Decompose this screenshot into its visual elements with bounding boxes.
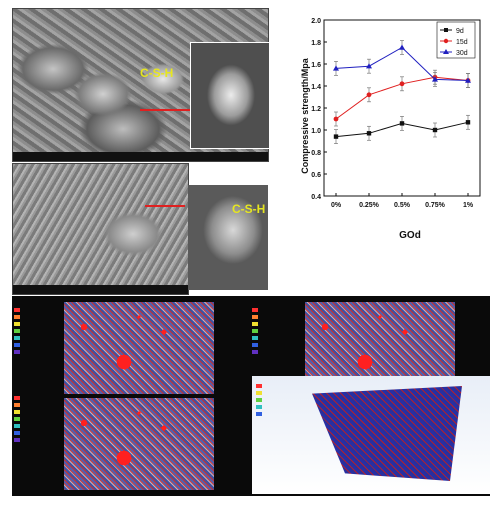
legend-marker-30d — [443, 49, 449, 54]
sem-info-bar — [13, 152, 268, 161]
color-legend — [252, 308, 274, 357]
x-tick-label: 0.25% — [359, 202, 380, 209]
ct-slice-3 — [64, 398, 214, 490]
y-tick-label: 1.0 — [311, 128, 321, 135]
ct-scan-panel — [12, 296, 490, 496]
x-tick-label: 0.75% — [425, 202, 446, 209]
y-tick-label: 1.6 — [311, 62, 321, 69]
data-point-15d — [399, 81, 405, 87]
color-legend — [14, 396, 36, 445]
x-tick-label: 0.5% — [394, 202, 411, 209]
data-point-30d — [399, 44, 405, 50]
ct-slice-1 — [64, 302, 214, 394]
legend-label-30d: 30d — [456, 50, 468, 57]
sem-image-bottom — [12, 163, 189, 295]
sem-inset-top — [190, 42, 270, 149]
ct-volume — [312, 386, 462, 481]
pointer-line-top — [140, 109, 192, 111]
x-tick-label: 1% — [463, 202, 474, 209]
data-point-30d — [366, 63, 372, 69]
data-point-15d — [366, 92, 372, 98]
data-point-30d — [465, 77, 471, 83]
y-tick-label: 1.2 — [311, 106, 321, 113]
data-point-30d — [333, 65, 339, 71]
y-tick-label: 0.8 — [311, 150, 321, 157]
legend-label-15d: 15d — [456, 39, 468, 46]
plot-area: 0.4 0.6 0.8 1.0 1.2 1.4 1.6 1.8 2.0 0% 0.25% 0.5% 0.… — [311, 18, 481, 209]
data-point-9d — [432, 127, 438, 133]
color-legend — [256, 384, 278, 419]
y-tick-label: 2.0 — [311, 18, 321, 25]
sem-info-bar — [13, 285, 188, 294]
strength-chart: Compressive strength/Mpa GOd 0.4 0.6 0.8 1.… — [298, 8, 490, 243]
data-point-9d — [333, 134, 339, 139]
y-tick-label: 0.4 — [311, 194, 321, 201]
color-legend — [14, 308, 36, 357]
x-axis-label: GOd — [399, 230, 421, 241]
chart-svg: Compressive strength/Mpa GOd 0.4 0.6 0.8 1.… — [300, 18, 481, 241]
legend-marker-9d — [444, 28, 448, 32]
legend-label-9d: 9d — [456, 28, 464, 35]
csh-label-top: C-S-H — [140, 66, 174, 80]
pointer-line-bottom — [145, 205, 185, 207]
sem-inset-bottom — [188, 185, 268, 290]
data-point-9d — [366, 131, 372, 136]
csh-label-bottom: C-S-H — [232, 202, 266, 216]
data-point-9d — [465, 120, 471, 125]
y-axis-label: Compressive strength/Mpa — [300, 57, 310, 174]
data-point-9d — [399, 121, 405, 126]
data-point-30d — [432, 76, 438, 82]
legend-marker-15d — [443, 38, 449, 44]
y-tick-label: 1.8 — [311, 40, 321, 47]
x-tick-label: 0% — [331, 202, 342, 209]
y-tick-label: 1.4 — [311, 84, 321, 91]
data-point-15d — [333, 116, 339, 122]
ct-3d-render — [252, 376, 490, 494]
y-tick-label: 0.6 — [311, 172, 321, 179]
